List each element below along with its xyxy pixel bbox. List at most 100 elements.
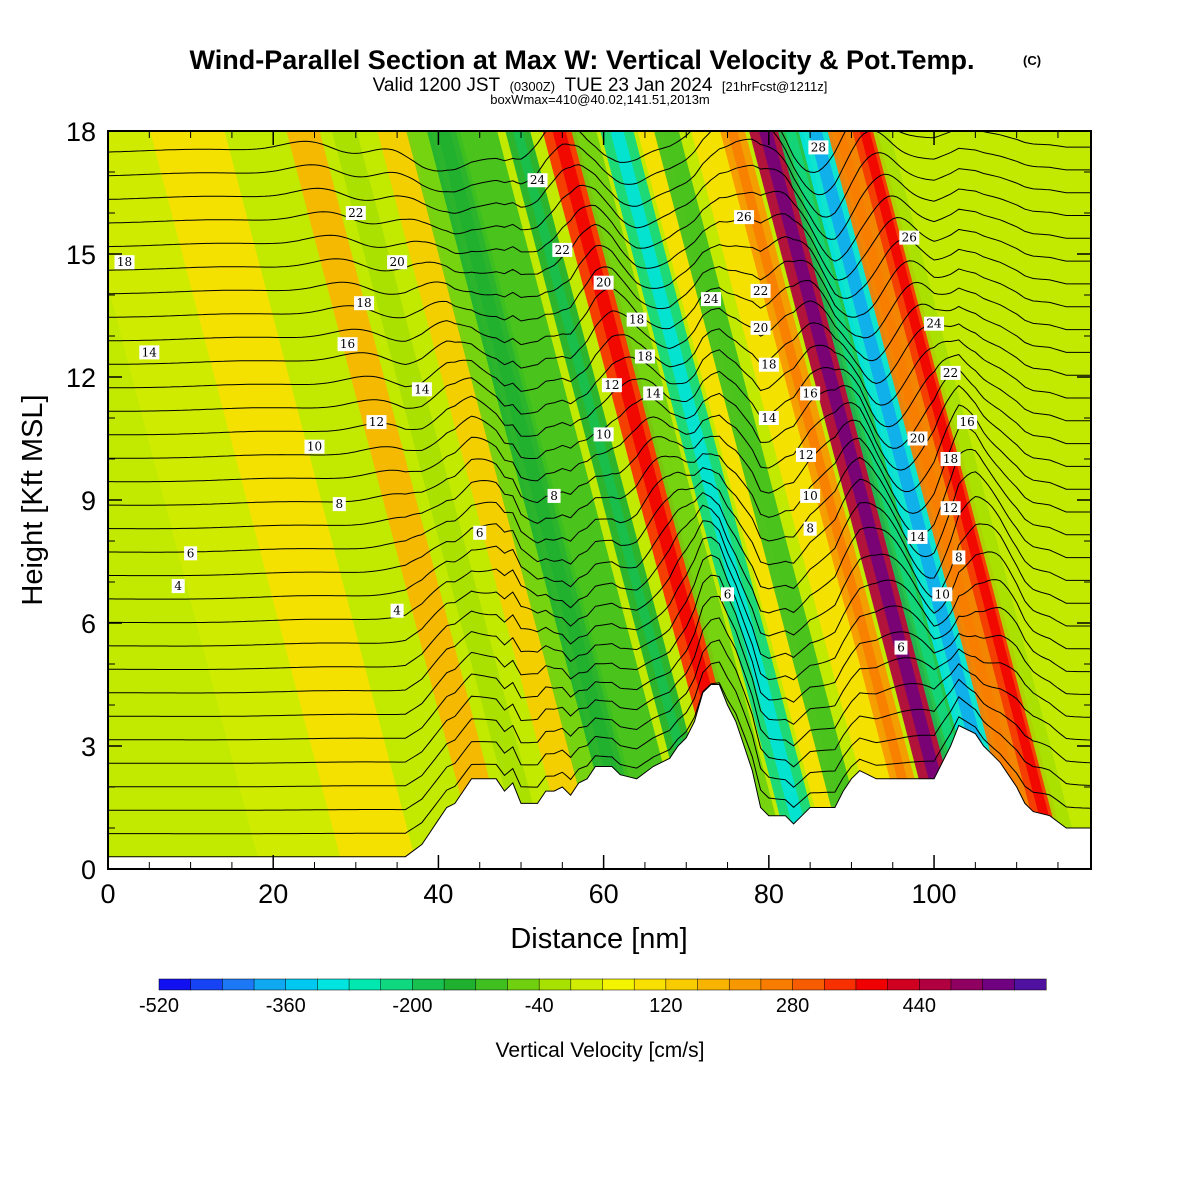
contour-label-bg <box>940 365 961 380</box>
w-band-core <box>512 131 716 869</box>
x-tick-label: 100 <box>912 879 957 909</box>
contour-label-bg <box>527 173 548 188</box>
contour-label: 18 <box>940 452 961 466</box>
contour-label: 12 <box>796 447 817 462</box>
x-axis-label: Distance [nm] <box>510 923 687 955</box>
contour-label-text: 14 <box>761 411 777 425</box>
y-tick-label: 18 <box>66 117 96 147</box>
colorbar-swatch <box>919 978 952 991</box>
contour-label: 10 <box>932 587 953 602</box>
w-band <box>654 131 873 869</box>
colorbar-swatch <box>285 978 318 991</box>
contour-label: 6 <box>894 640 908 655</box>
contour-label: 18 <box>758 357 779 372</box>
isentrope <box>108 520 1091 647</box>
isentrope <box>108 279 1091 346</box>
contour-label-bg <box>304 439 325 454</box>
contour-label-text: 22 <box>943 366 958 380</box>
w-band <box>872 131 1083 869</box>
contour-label-bg <box>139 345 160 360</box>
colorbar-swatch <box>824 978 857 991</box>
contour-label: 4 <box>390 603 404 618</box>
contour-label-text: 4 <box>393 604 401 618</box>
contour-label-text: 20 <box>596 276 611 290</box>
contour-label-bg <box>932 587 953 602</box>
isentrope <box>108 536 1091 670</box>
contour-label: 10 <box>800 488 821 503</box>
colorbar-swatch <box>760 978 794 991</box>
colorbar-label: 120 <box>649 995 682 1017</box>
chart-title: Wind-Parallel Section at Max W: Vertical… <box>190 45 975 75</box>
x-tick-label: 80 <box>754 879 784 909</box>
contour-label-bg <box>808 140 829 155</box>
contour-label-bg <box>634 349 655 364</box>
isentrope <box>108 661 1091 811</box>
contour-label-text: 10 <box>803 489 818 503</box>
contour-label: 6 <box>473 525 487 540</box>
contour-label: 16 <box>957 415 978 430</box>
contour-label-bg <box>940 501 961 516</box>
contour-label-text: 14 <box>646 386 662 400</box>
isentrope <box>108 259 1091 322</box>
contour-label-bg <box>803 521 817 536</box>
contour-label-text: 24 <box>926 317 942 331</box>
colorbar-title: Vertical Velocity [cm/s] <box>496 1039 705 1062</box>
w-band-core <box>436 131 644 869</box>
contour-label: 6 <box>184 546 198 561</box>
contour-label-bg <box>952 550 966 565</box>
contour-label-text: 6 <box>724 587 732 601</box>
y-tick-label: 9 <box>81 486 96 516</box>
w-band-core <box>758 131 966 869</box>
isentrope <box>108 404 1091 506</box>
contour-label-text: 8 <box>550 489 558 503</box>
contour-label: 12 <box>940 501 961 516</box>
contour-label: 14 <box>411 382 432 397</box>
contour-label: 28 <box>808 140 829 155</box>
contour-label-text: 10 <box>935 587 950 601</box>
contour-label: 14 <box>758 411 779 425</box>
contour-label-text: 18 <box>356 296 371 310</box>
valid-time-line: Valid 1200 JST (0300Z) TUE 23 Jan 2024 [… <box>373 75 828 96</box>
contour-label-bg <box>387 255 408 270</box>
colorbar-label: -520 <box>139 995 179 1017</box>
colorbar-swatch <box>475 978 509 991</box>
forecast-info: [21hrFcst@1211z] <box>722 79 827 94</box>
contour-label: 10 <box>593 427 614 442</box>
isentrope <box>108 131 1091 196</box>
contour-label: 12 <box>601 378 622 393</box>
isentrope <box>108 491 1091 600</box>
contour-label: 18 <box>114 255 135 270</box>
colorbar-swatch <box>887 978 920 991</box>
potential-temperature-contours <box>108 131 1091 835</box>
isentrope <box>108 426 1091 530</box>
valid-utc: (0300Z) <box>510 79 556 94</box>
contour-label: 14 <box>643 386 664 401</box>
colorbar-swatch <box>222 978 255 991</box>
contour-label-bg <box>390 603 404 618</box>
colorbar-swatch <box>602 978 635 991</box>
y-tick-label: 15 <box>66 240 96 270</box>
isentrope <box>108 554 1091 694</box>
contour-label-text: 12 <box>604 378 619 392</box>
contour-label-bg <box>626 312 647 327</box>
contour-label: 14 <box>139 345 160 360</box>
contour-label: 24 <box>527 173 548 188</box>
contour-label-text: 14 <box>910 530 926 544</box>
w-band <box>455 131 691 869</box>
contour-label-bg <box>957 415 978 430</box>
contour-label: 14 <box>907 529 928 544</box>
colorbar-swatch <box>570 978 604 991</box>
y-axis: 0 3 6 9 12 15 18 <box>66 117 1091 885</box>
contour-label-bg <box>800 488 821 503</box>
w-band <box>150 131 418 869</box>
contour-label: 20 <box>907 431 928 446</box>
contour-label-text: 20 <box>753 321 768 335</box>
isentrope <box>108 339 1091 415</box>
contour-label-bg <box>734 210 755 225</box>
isentrope <box>108 471 1091 577</box>
contour-label-text: 18 <box>117 255 132 269</box>
colorbar-swatch <box>507 978 540 991</box>
y-tick-label: 0 <box>81 855 96 885</box>
contour-label-text: 22 <box>348 206 363 220</box>
contour-label: 8 <box>332 497 346 512</box>
